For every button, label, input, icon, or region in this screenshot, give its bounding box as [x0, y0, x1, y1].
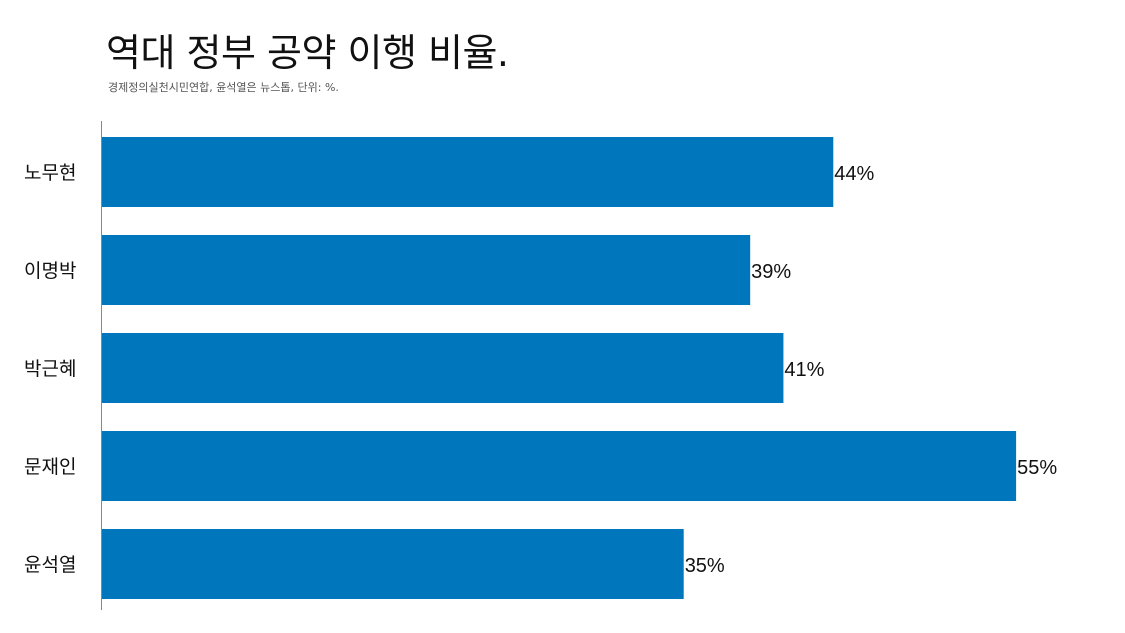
value-label: 41% — [784, 359, 824, 381]
bar-1 — [102, 137, 834, 207]
category-label: 이명박 — [24, 260, 76, 282]
value-label: 44% — [834, 163, 874, 185]
bar-4 — [102, 431, 1017, 501]
bars-layer: 노무현 44% 이명박 39% 박근혜 41% 문재인 55% 윤석열 35% — [24, 137, 1057, 599]
bar-2 — [102, 235, 751, 305]
category-label: 박근혜 — [24, 358, 76, 380]
category-label: 윤석열 — [24, 554, 76, 576]
value-label: 55% — [1017, 457, 1057, 479]
chart-title: 역대 정부 공약 이행 비율. — [106, 31, 509, 75]
category-label: 문재인 — [24, 456, 76, 478]
value-label: 35% — [685, 555, 725, 577]
value-label: 39% — [751, 261, 791, 283]
bar-5 — [102, 529, 684, 599]
category-label: 노무현 — [24, 162, 76, 184]
bar-3 — [102, 333, 784, 403]
chart-subtitle: 경제정의실천시민연합, 윤석열은 뉴스톱, 단위: %. — [108, 81, 339, 94]
